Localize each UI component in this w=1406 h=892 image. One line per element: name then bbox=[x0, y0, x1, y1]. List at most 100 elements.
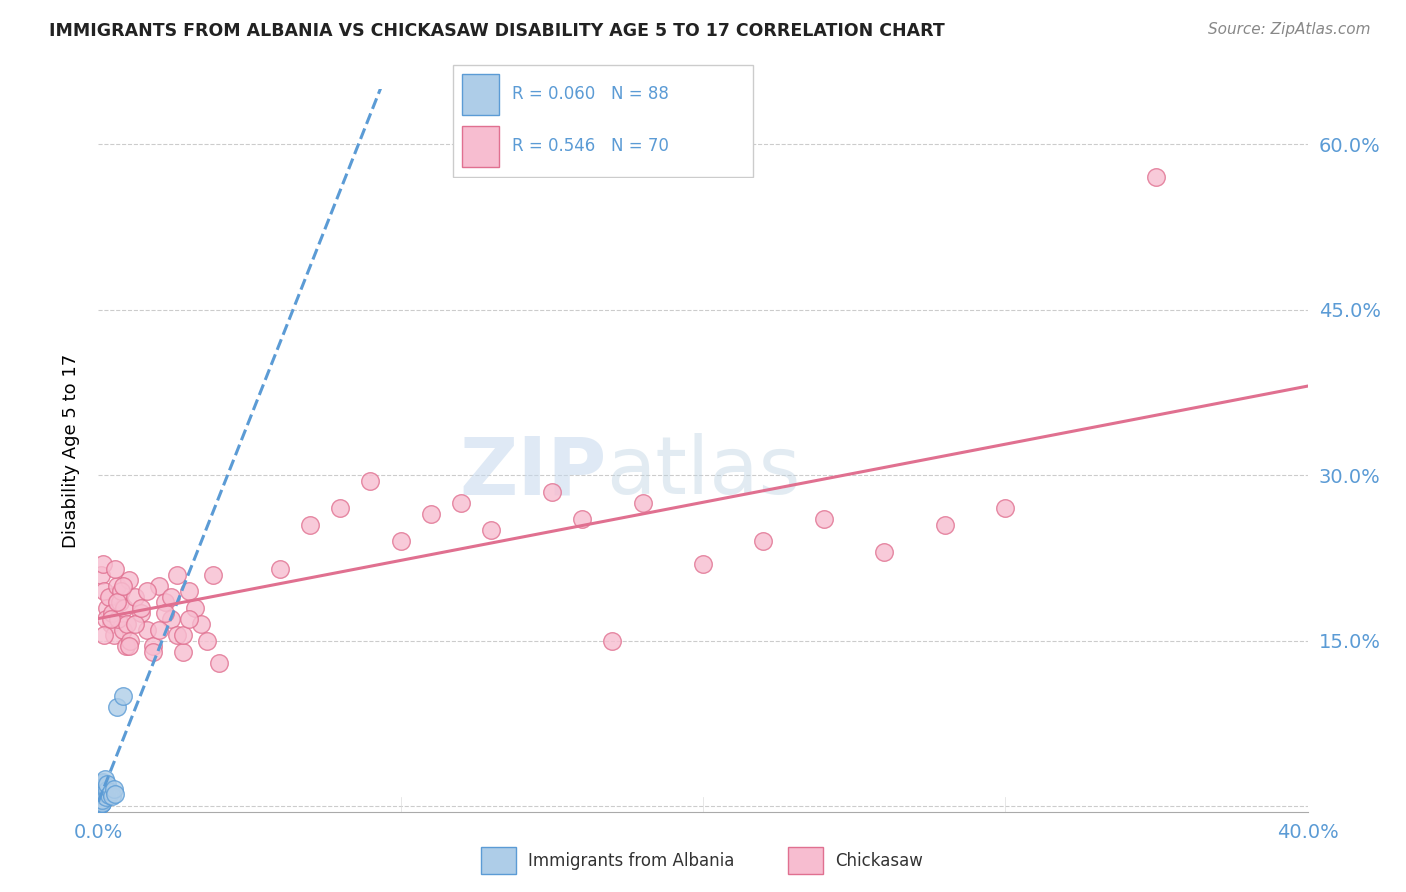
Point bbox=[148, 578, 170, 592]
Point bbox=[89, 794, 111, 808]
Point bbox=[450, 496, 472, 510]
Point bbox=[994, 501, 1017, 516]
Bar bbox=[463, 74, 499, 114]
Point bbox=[103, 628, 125, 642]
Point bbox=[124, 617, 146, 632]
Point bbox=[148, 623, 170, 637]
Point bbox=[179, 584, 201, 599]
Point bbox=[1144, 170, 1167, 185]
Point bbox=[90, 778, 112, 792]
Point bbox=[90, 796, 112, 810]
Point bbox=[104, 787, 127, 801]
Point bbox=[96, 777, 118, 791]
Bar bbox=[481, 847, 516, 874]
Point bbox=[91, 789, 114, 804]
Point bbox=[112, 600, 135, 615]
Point bbox=[142, 645, 165, 659]
Point bbox=[153, 606, 176, 620]
Point bbox=[90, 787, 112, 801]
Point bbox=[90, 785, 112, 799]
Point bbox=[89, 792, 111, 806]
Point bbox=[631, 496, 654, 510]
Point bbox=[692, 557, 714, 571]
Point bbox=[813, 512, 835, 526]
Point bbox=[90, 778, 112, 792]
Point bbox=[90, 794, 112, 808]
Point bbox=[94, 790, 117, 805]
Point bbox=[90, 791, 112, 805]
Point bbox=[118, 573, 141, 587]
Point bbox=[100, 612, 122, 626]
Point bbox=[129, 606, 152, 620]
Point bbox=[89, 786, 111, 800]
Point bbox=[90, 786, 112, 800]
Point bbox=[90, 778, 112, 792]
Point bbox=[91, 791, 114, 805]
Point bbox=[90, 790, 112, 805]
Point bbox=[94, 772, 117, 786]
Point bbox=[571, 512, 593, 526]
Point bbox=[90, 784, 112, 798]
Point bbox=[166, 567, 188, 582]
Point bbox=[111, 578, 134, 592]
Bar bbox=[787, 847, 824, 874]
Point bbox=[90, 790, 112, 805]
Point bbox=[481, 524, 503, 538]
Point bbox=[90, 797, 112, 811]
Point bbox=[89, 787, 111, 801]
Point bbox=[91, 780, 114, 795]
Point bbox=[90, 795, 112, 809]
Point bbox=[90, 780, 112, 794]
Point bbox=[360, 474, 382, 488]
Point bbox=[91, 789, 114, 804]
Point bbox=[101, 789, 124, 804]
Point bbox=[101, 606, 124, 620]
Point bbox=[89, 782, 111, 797]
Point bbox=[98, 788, 121, 802]
Point bbox=[105, 578, 128, 592]
Point bbox=[91, 775, 114, 789]
Point bbox=[89, 780, 111, 794]
Point bbox=[90, 777, 112, 791]
Point bbox=[90, 780, 112, 794]
Point bbox=[160, 590, 183, 604]
Point bbox=[104, 562, 127, 576]
Point bbox=[135, 623, 157, 637]
Point bbox=[89, 795, 111, 809]
Point bbox=[172, 645, 194, 659]
Bar bbox=[463, 126, 499, 167]
Point bbox=[91, 784, 114, 798]
Point bbox=[540, 484, 562, 499]
Point bbox=[91, 782, 114, 797]
FancyBboxPatch shape bbox=[453, 65, 754, 178]
Point bbox=[90, 795, 112, 809]
Point bbox=[90, 788, 112, 802]
Point bbox=[752, 534, 775, 549]
Point bbox=[202, 567, 225, 582]
Point bbox=[195, 633, 218, 648]
Point bbox=[329, 501, 352, 516]
Point bbox=[90, 792, 112, 806]
Point bbox=[190, 617, 212, 632]
Point bbox=[91, 781, 114, 796]
Point bbox=[90, 792, 112, 806]
Point bbox=[89, 785, 111, 799]
Point bbox=[153, 595, 176, 609]
Point bbox=[91, 791, 114, 805]
Point bbox=[208, 656, 231, 670]
Point bbox=[90, 792, 112, 806]
Point bbox=[115, 617, 138, 632]
Point bbox=[90, 786, 112, 800]
Point bbox=[90, 787, 112, 801]
Point bbox=[166, 628, 188, 642]
Point bbox=[89, 782, 111, 797]
Point bbox=[184, 600, 207, 615]
Point bbox=[94, 612, 117, 626]
Point bbox=[96, 600, 118, 615]
Text: IMMIGRANTS FROM ALBANIA VS CHICKASAW DISABILITY AGE 5 TO 17 CORRELATION CHART: IMMIGRANTS FROM ALBANIA VS CHICKASAW DIS… bbox=[49, 22, 945, 40]
Point bbox=[91, 781, 114, 796]
Text: R = 0.546   N = 70: R = 0.546 N = 70 bbox=[512, 137, 669, 155]
Point bbox=[420, 507, 443, 521]
Point bbox=[90, 780, 112, 795]
Text: Chickasaw: Chickasaw bbox=[835, 852, 922, 870]
